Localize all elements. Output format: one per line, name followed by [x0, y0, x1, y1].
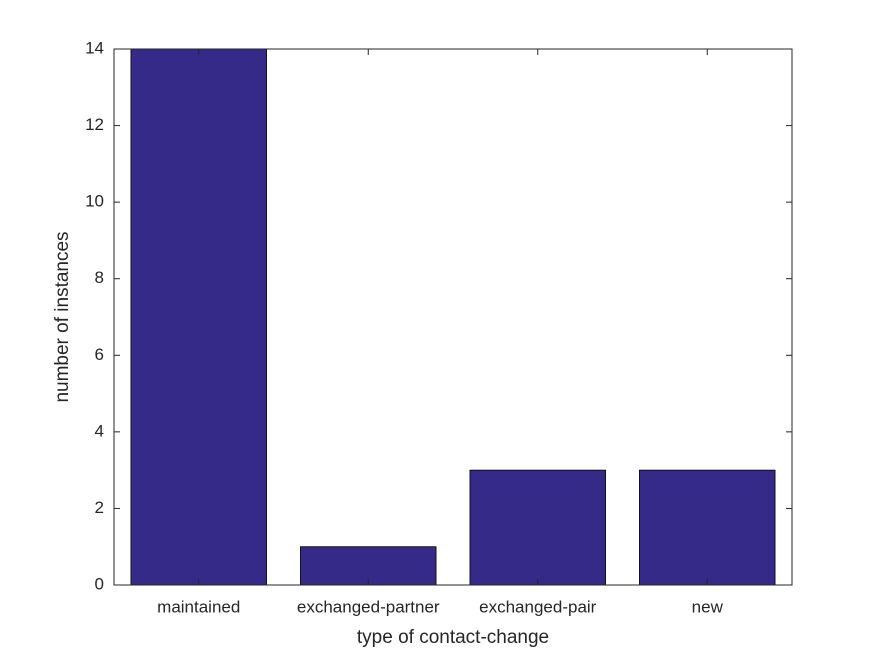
y-tick-label: 8 [95, 268, 104, 287]
y-tick-label: 14 [85, 38, 104, 57]
x-tick-label: maintained [157, 597, 240, 616]
x-axis-label: type of contact-change [357, 627, 549, 648]
y-tick-label: 2 [95, 498, 104, 517]
y-tick-label: 4 [95, 421, 104, 440]
y-axis-label: number of instances [52, 231, 73, 402]
y-tick-label: 0 [95, 574, 104, 593]
bar [469, 469, 606, 586]
x-tick-label: exchanged-partner [297, 597, 440, 616]
y-tick-label: 12 [85, 115, 104, 134]
bar [300, 546, 437, 586]
y-tick-label: 10 [85, 192, 104, 211]
x-tick-label: new [692, 597, 724, 616]
bar [130, 48, 267, 586]
y-tick-label: 6 [95, 345, 104, 364]
x-tick-label: exchanged-pair [479, 597, 597, 616]
bar [639, 469, 776, 586]
axes-box [113, 48, 793, 586]
